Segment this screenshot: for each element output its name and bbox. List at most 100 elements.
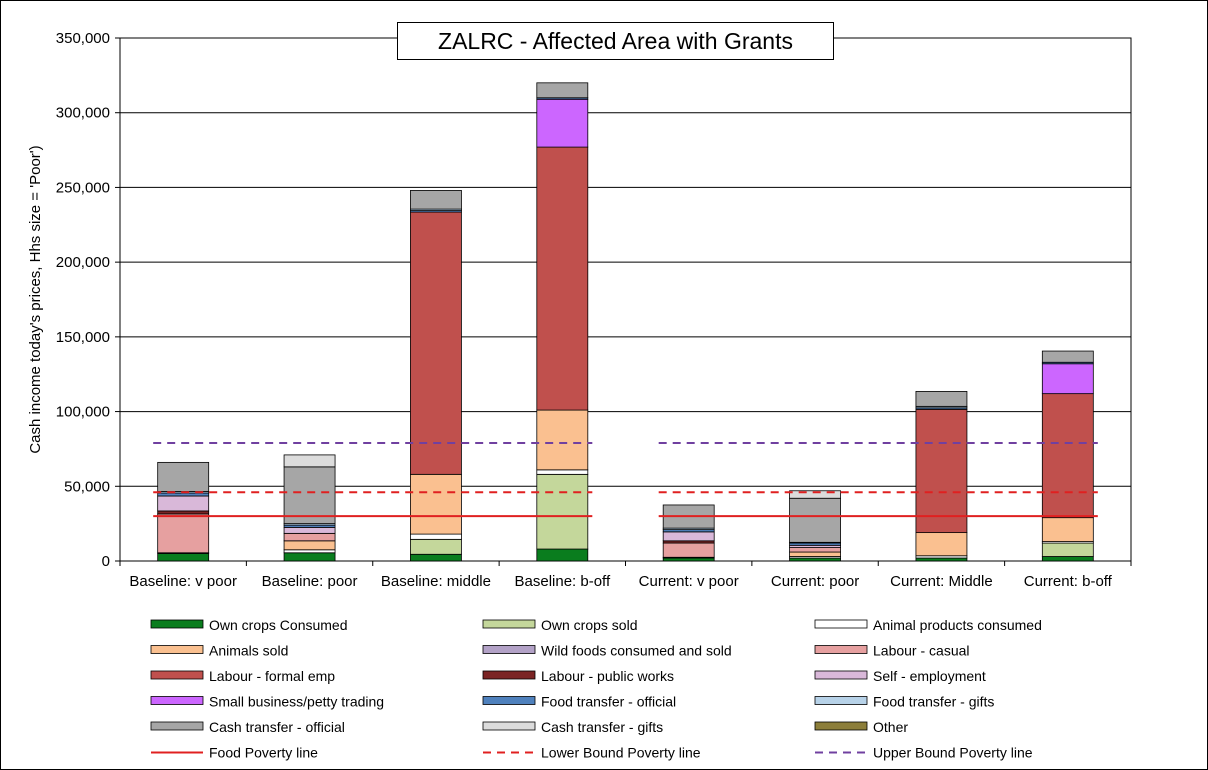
bar-segment	[662, 531, 715, 542]
y-tick-label: 0	[102, 553, 110, 570]
legend-label: Animals sold	[209, 643, 288, 659]
y-tick-label: 300,000	[56, 105, 110, 122]
bar-segment	[157, 513, 210, 554]
legend-swatch	[814, 721, 868, 731]
x-category-label: Current: Middle	[890, 573, 993, 590]
legend-swatch	[150, 619, 204, 629]
bar-segment	[283, 549, 336, 554]
legend-swatch	[482, 619, 536, 629]
bar-segment	[789, 490, 841, 499]
bar-segment	[1041, 517, 1094, 542]
legend-swatch	[482, 696, 536, 705]
legend-label: Food transfer - official	[541, 694, 676, 710]
legend-swatch	[814, 645, 868, 654]
legend-label: Other	[873, 719, 908, 735]
bar-segment	[662, 557, 715, 562]
chart-title: ZALRC - Affected Area with Grants	[397, 22, 834, 60]
bar-segment	[1041, 556, 1094, 562]
bar-segment	[789, 551, 841, 557]
y-axis-title: Cash income today's prices, Hhs size = '…	[27, 145, 44, 453]
bar-segment	[536, 473, 589, 550]
legend-label: Own crops Consumed	[209, 617, 348, 633]
gridlines	[119, 37, 1132, 562]
bar-segment	[410, 473, 462, 535]
poverty-lines	[153, 441, 1098, 518]
bar-segment	[789, 557, 841, 562]
bar-segment	[536, 409, 589, 471]
bar-segment	[915, 557, 968, 562]
bar-segment	[157, 492, 210, 497]
bar-segment	[283, 454, 336, 468]
y-tick-label: 350,000	[56, 30, 110, 47]
bar-segment	[536, 469, 589, 475]
bar-segment	[915, 390, 968, 407]
bar-segment	[157, 495, 210, 512]
x-category-label: Current: b-off	[1024, 573, 1113, 590]
plot-area	[119, 37, 1132, 562]
legend-label: Labour - formal emp	[209, 668, 335, 684]
legend-swatch	[482, 645, 536, 654]
legend-label: Own crops sold	[541, 617, 637, 633]
bar-segment	[157, 461, 210, 492]
legend-label: Food transfer - gifts	[873, 694, 994, 710]
bar-segment	[1041, 363, 1094, 395]
bar-segment	[283, 540, 336, 551]
legend-swatch	[482, 721, 536, 731]
bar-segment	[410, 533, 462, 540]
bar-stacks	[157, 82, 1094, 562]
bar-segment	[789, 547, 841, 553]
y-tick-label: 200,000	[56, 254, 110, 271]
x-category-label: Baseline: b-off	[515, 573, 611, 590]
y-tick-label: 150,000	[56, 329, 110, 346]
bar-segment	[1041, 350, 1094, 363]
x-category-label: Baseline: v poor	[129, 573, 237, 590]
legend-swatch	[150, 645, 204, 654]
bar-segment	[1041, 542, 1094, 557]
y-tick-label: 100,000	[56, 404, 110, 421]
bar-segment	[283, 532, 336, 542]
axes: 0 50,000 100,000 150,000 200,000 250,000 300,0…	[27, 30, 1132, 590]
bar-segment	[915, 408, 968, 534]
bar-segment	[536, 146, 589, 411]
legend-label: Animal products consumed	[873, 617, 1042, 633]
legend-label: Labour - public works	[541, 668, 674, 684]
legend: Own crops Consumed Own crops sold Animal p…	[150, 617, 1042, 761]
legend-label: Cash transfer - gifts	[541, 719, 663, 735]
bar-segment	[410, 190, 462, 210]
legend-swatch	[482, 670, 536, 680]
bar-segment	[536, 82, 589, 99]
legend-label: Cash transfer - official	[209, 719, 345, 735]
bar-segment	[1041, 393, 1094, 519]
bar-segment	[283, 526, 336, 534]
legend-swatch	[150, 696, 204, 705]
x-category-label: Baseline: poor	[262, 573, 358, 590]
bar-segment	[410, 211, 462, 475]
legend-label: Small business/petty trading	[209, 694, 384, 710]
bar-segment	[915, 532, 968, 557]
legend-label: Lower Bound Poverty line	[541, 745, 701, 761]
bar-segment	[157, 510, 210, 515]
bar-segment	[410, 553, 462, 562]
x-category-label: Current: poor	[771, 573, 859, 590]
bar-segment	[536, 548, 589, 562]
y-tick-label: 250,000	[56, 179, 110, 196]
legend-swatch	[150, 670, 204, 680]
legend-label: Food Poverty line	[209, 745, 318, 761]
bar-segment	[157, 553, 210, 562]
legend-swatch	[814, 619, 868, 629]
bar-segment	[283, 466, 336, 525]
legend-label: Labour - casual	[873, 643, 970, 659]
legend-swatch	[814, 670, 868, 680]
x-category-label: Baseline: middle	[381, 573, 491, 590]
legend-label: Self - employment	[873, 668, 986, 684]
bar-segment	[789, 497, 841, 543]
y-tick-label: 50,000	[64, 478, 110, 495]
bar-segment	[283, 552, 336, 562]
legend-label: Wild foods consumed and sold	[541, 643, 732, 659]
bar-segment	[410, 538, 462, 555]
bar-segment	[536, 98, 589, 148]
legend-label: Upper Bound Poverty line	[873, 745, 1033, 761]
x-category-label: Current: v poor	[639, 573, 739, 590]
legend-swatch	[814, 696, 868, 705]
